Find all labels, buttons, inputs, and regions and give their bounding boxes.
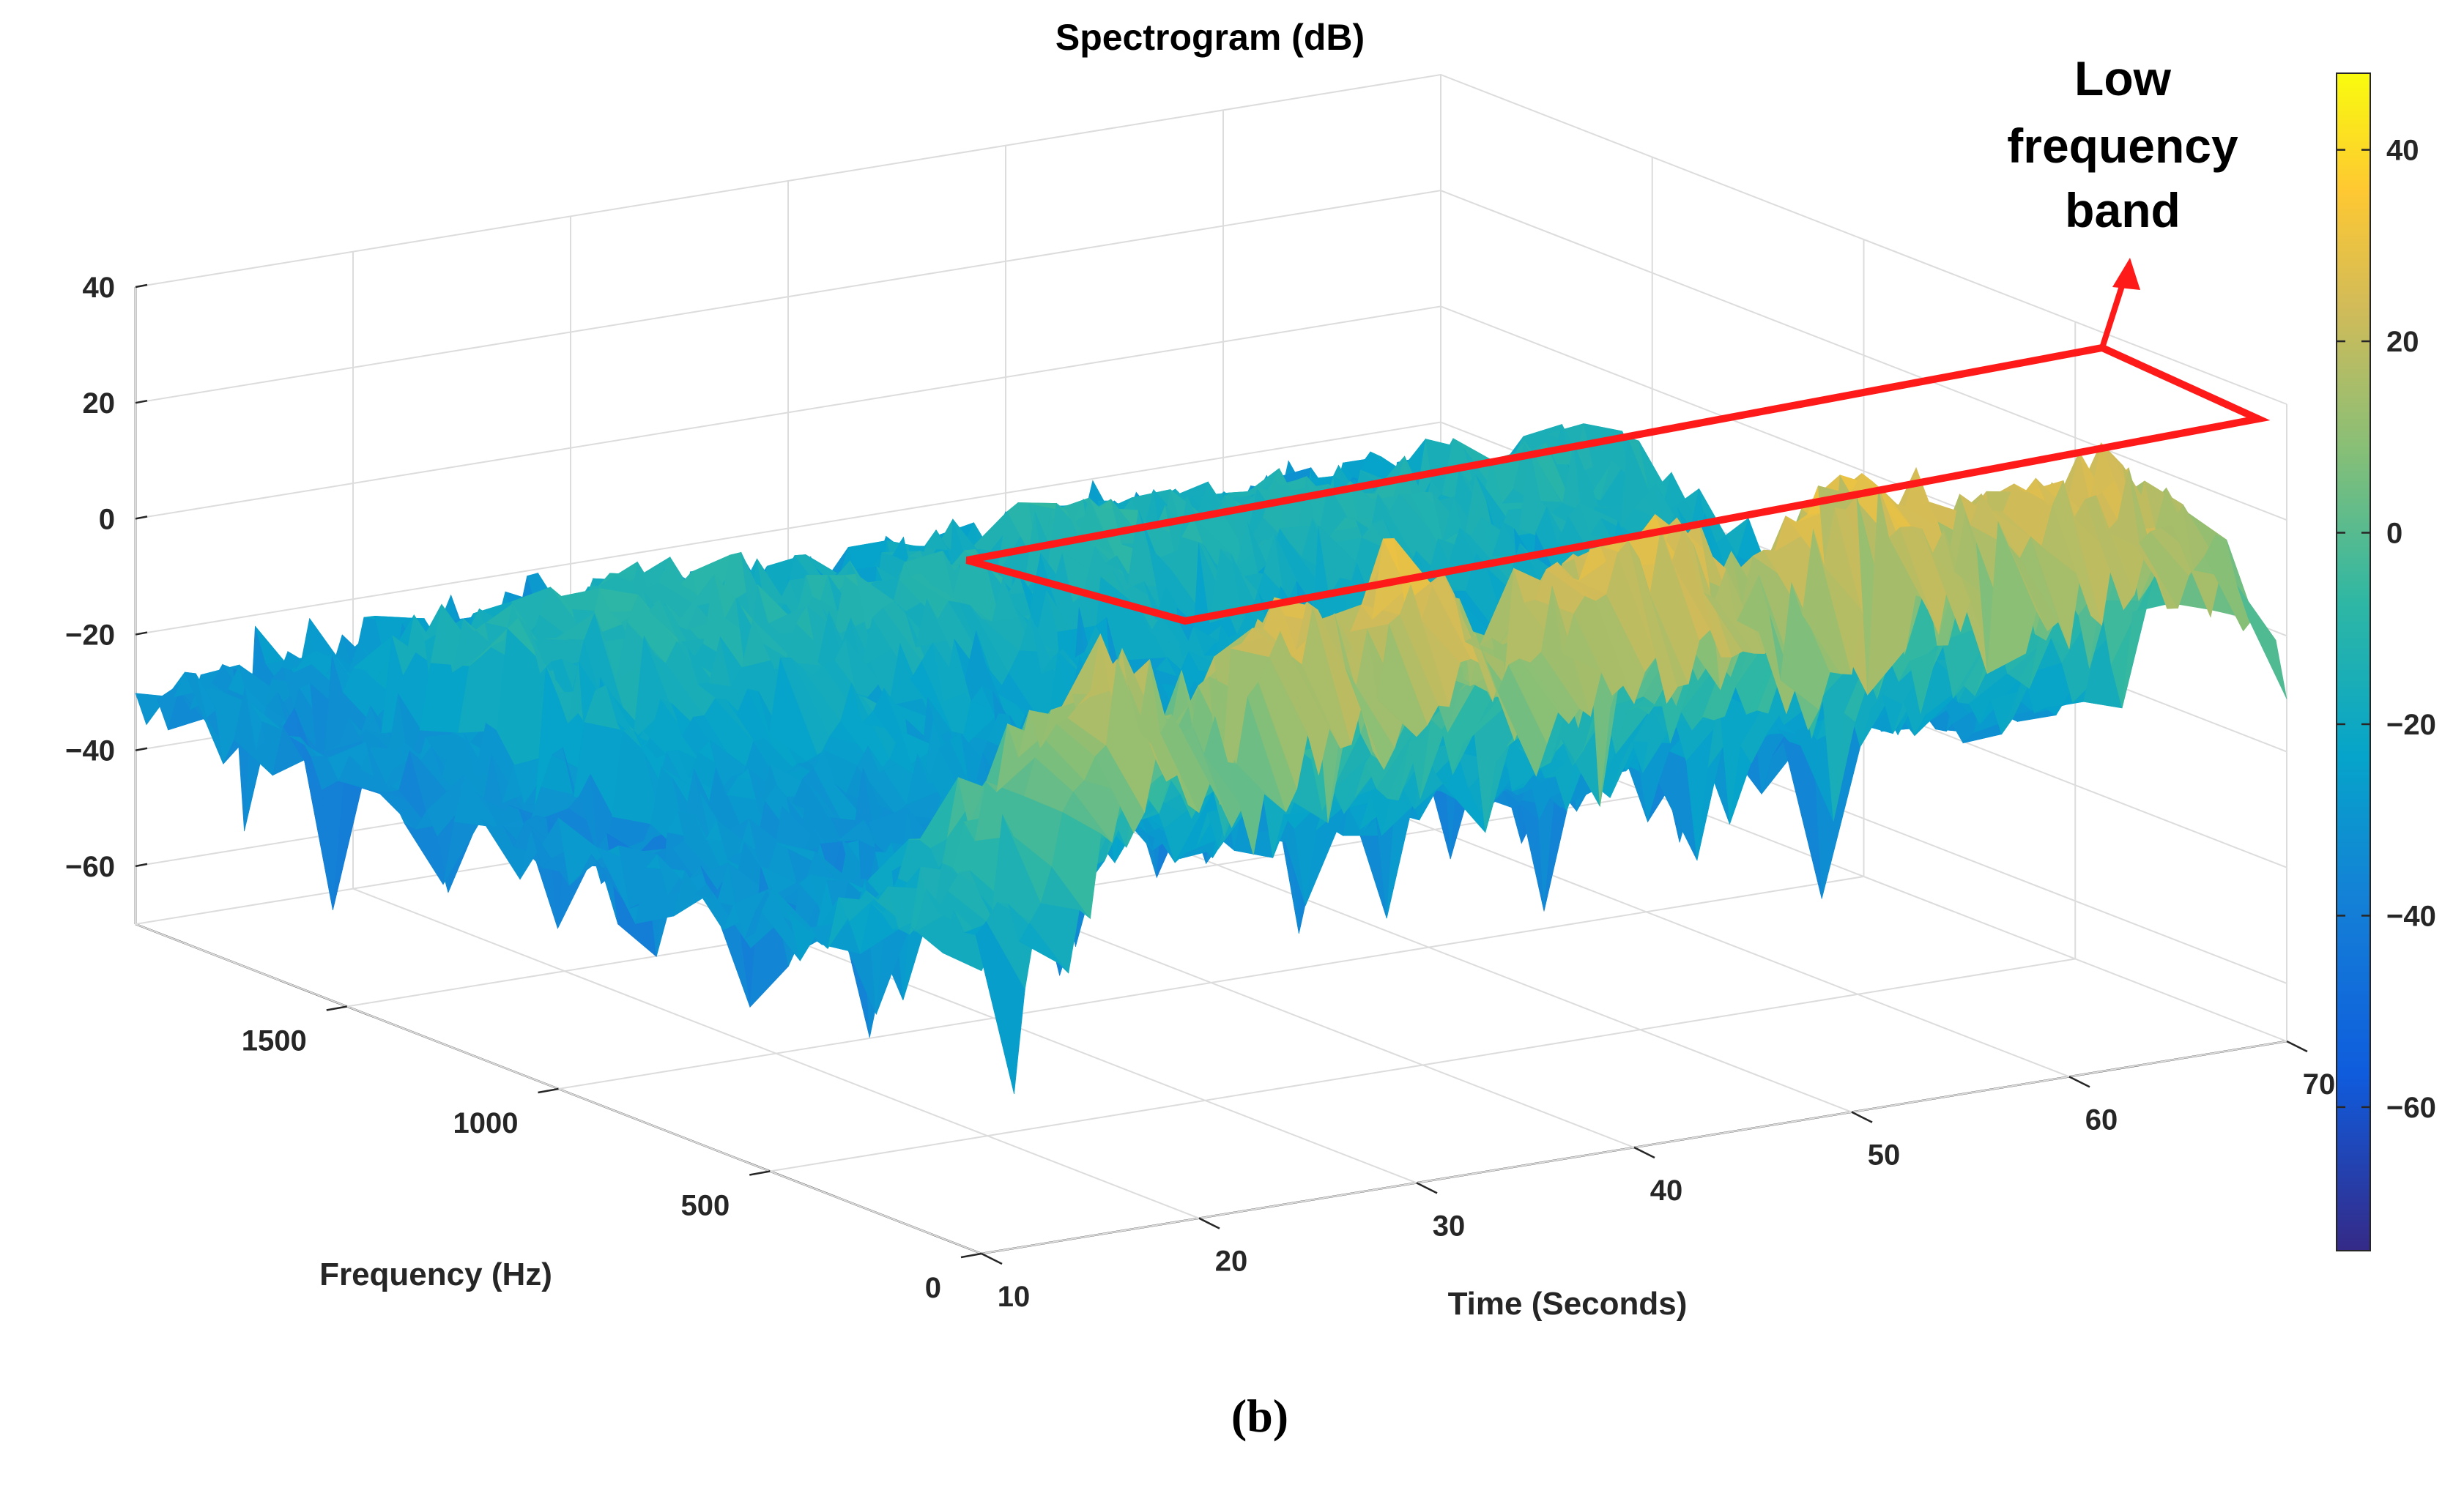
- colorbar-ticks: −60 −40 −20 0 20 40: [2337, 135, 2436, 1124]
- frequency-tick-mark: [538, 1087, 559, 1094]
- time-tick-mark: [1198, 1217, 1220, 1229]
- colorbar-tick-label: 0: [2386, 518, 2402, 550]
- z-tick-mark: [135, 283, 148, 289]
- z-tick-mark: [135, 631, 148, 636]
- colorbar-tick-label: 40: [2386, 135, 2419, 167]
- frequency-tick-label: 500: [681, 1190, 730, 1222]
- time-tick-mark: [2068, 1076, 2090, 1088]
- time-tick-mark: [1416, 1182, 1438, 1194]
- surface-patch: [2237, 586, 2287, 699]
- frequency-tick-label: 1500: [242, 1025, 307, 1057]
- low-frequency-band-box: [965, 343, 2271, 625]
- frequency-tick-label: 0: [925, 1272, 941, 1304]
- time-tick-label: 40: [1650, 1175, 1683, 1207]
- frequency-tick-mark: [960, 1252, 982, 1259]
- colorbar-tick-label: −20: [2386, 709, 2436, 741]
- annotation-line-2: frequency: [2007, 119, 2238, 173]
- z-axis-ticks: −60 −40 −20 0 20 40: [65, 272, 148, 883]
- z-tick-label: −60: [65, 851, 115, 883]
- colorbar-tick-label: 20: [2386, 326, 2419, 358]
- time-tick-label: 10: [998, 1281, 1031, 1313]
- z-tick-label: −40: [65, 735, 115, 767]
- time-tick-mark: [1851, 1111, 1873, 1123]
- time-tick-label: 60: [2085, 1104, 2118, 1136]
- z-tick-label: 20: [83, 387, 116, 420]
- spectrogram-surface: [135, 423, 2287, 1095]
- frequency-tick-label: 1000: [453, 1107, 519, 1139]
- frequency-axis-label: Frequency (Hz): [319, 1257, 552, 1292]
- time-tick-label: 50: [1868, 1139, 1901, 1172]
- figure-caption: (b): [1231, 1390, 1288, 1442]
- annotation-line-3: band: [2065, 183, 2181, 237]
- time-axis-ticks: 10 20 30 40 50 60 70: [981, 1040, 2336, 1313]
- z-tick-label: 0: [99, 503, 115, 535]
- z-tick-mark: [135, 747, 148, 751]
- time-tick-mark: [981, 1252, 1003, 1265]
- chart-title: Spectrogram (dB): [1055, 17, 1365, 58]
- time-tick-label: 70: [2303, 1068, 2336, 1101]
- frequency-tick-mark: [749, 1170, 771, 1176]
- annotation-line-1: Low: [2074, 51, 2172, 105]
- time-tick-label: 20: [1215, 1246, 1248, 1278]
- colorbar: [2336, 72, 2371, 1251]
- frequency-axis-ticks: 0 500 1000 1500: [242, 1005, 982, 1304]
- z-tick-label: 40: [83, 272, 116, 304]
- time-axis-label: Time (Seconds): [1448, 1286, 1688, 1322]
- time-tick-mark: [1633, 1146, 1655, 1159]
- z-tick-label: −20: [65, 619, 115, 652]
- z-tick-mark: [135, 516, 148, 520]
- z-tick-mark: [135, 399, 148, 404]
- z-grid-line: [135, 73, 2287, 405]
- colorbar-tick-label: −60: [2386, 1092, 2436, 1124]
- colorbar-tick-label: −40: [2386, 900, 2436, 932]
- time-tick-mark: [2286, 1040, 2308, 1053]
- time-tick-label: 30: [1433, 1210, 1466, 1242]
- annotation-arrow-head: [2112, 258, 2140, 290]
- frequency-grid-line: [558, 239, 1865, 1090]
- frequency-tick-mark: [326, 1005, 347, 1011]
- z-tick-mark: [135, 863, 148, 868]
